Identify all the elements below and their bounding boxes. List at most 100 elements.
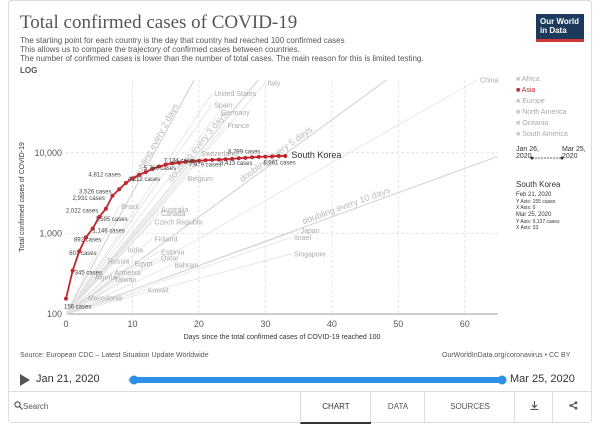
south-korea-line xyxy=(65,155,286,299)
x-tick-label: 40 xyxy=(327,319,337,329)
data-point xyxy=(117,187,122,192)
country-line xyxy=(65,236,293,315)
data-label: 4,212 cases xyxy=(128,177,160,183)
data-point xyxy=(210,157,215,162)
doubling-line xyxy=(65,79,195,315)
data-point xyxy=(137,172,142,177)
country-line xyxy=(65,249,127,315)
data-point xyxy=(283,153,288,158)
legend-item-north-america[interactable]: ■ North America xyxy=(516,109,567,116)
owid-logo[interactable]: Our World in Data xyxy=(536,14,584,42)
data-point xyxy=(196,158,201,163)
scale-toggle[interactable]: LOG xyxy=(20,66,38,75)
data-point xyxy=(83,235,88,240)
legend-item-south-america[interactable]: ■ South America xyxy=(516,131,568,138)
data-point xyxy=(203,158,208,163)
data-point xyxy=(90,226,95,231)
data-point xyxy=(64,296,68,301)
country-label: Bahrain xyxy=(174,263,198,270)
data-point xyxy=(270,154,275,159)
info-date-1-y: Y Axis: 155 cases xyxy=(516,199,556,205)
country-line xyxy=(65,205,120,315)
x-tick-label: 0 xyxy=(63,319,68,329)
country-label: India xyxy=(128,248,143,255)
x-tick-label: 30 xyxy=(260,319,270,329)
data-point xyxy=(250,155,255,160)
data-point xyxy=(216,157,221,162)
download-button[interactable] xyxy=(514,392,553,422)
country-line xyxy=(65,208,160,315)
data-point xyxy=(276,153,281,158)
timeline: Jan 21, 2020 Mar 25, 2020 xyxy=(8,368,592,392)
data-point xyxy=(143,170,148,175)
data-label: 156 cases xyxy=(64,305,91,311)
country-label: Canada xyxy=(161,211,186,218)
country-label: Egypt xyxy=(134,261,152,268)
subtitle-line-1: The starting point for each country is t… xyxy=(20,36,345,45)
info-date-1-x: X Axis: 0 xyxy=(516,205,536,211)
x-tick-label: 20 xyxy=(194,319,204,329)
data-point xyxy=(123,181,128,186)
country-line xyxy=(65,257,160,315)
data-point xyxy=(150,167,155,172)
country-label: Kuwait xyxy=(148,288,169,295)
legend: ■ Africa ■ Asia ■ Europe ■ North America… xyxy=(516,76,568,142)
data-point xyxy=(176,160,181,165)
country-line xyxy=(65,82,266,315)
legend-item-africa[interactable]: ■ Africa xyxy=(516,76,540,83)
info-country: South Korea xyxy=(516,180,561,189)
data-point xyxy=(110,193,115,198)
data-point xyxy=(263,154,268,159)
data-point xyxy=(130,176,135,181)
source-url[interactable]: OurWorldInData.org/coronavirus • CC BY xyxy=(442,352,571,359)
country-label: Czech Republic xyxy=(154,220,204,227)
data-point xyxy=(190,159,195,164)
country-label: Israel xyxy=(294,235,312,242)
legend-item-asia[interactable]: ■ Asia xyxy=(516,87,536,94)
chart-frame xyxy=(8,0,592,423)
country-line xyxy=(65,276,93,315)
country-line xyxy=(65,278,113,315)
country-line xyxy=(65,253,293,315)
x-tick-label: 50 xyxy=(393,319,403,329)
country-line xyxy=(65,124,226,315)
country-label: Armenia xyxy=(115,270,141,277)
country-line xyxy=(65,92,213,315)
data-point xyxy=(103,206,108,211)
play-icon[interactable] xyxy=(20,374,30,386)
data-label: 601 cases xyxy=(69,251,96,257)
country-line xyxy=(65,271,113,315)
timeline-start-handle[interactable] xyxy=(129,375,139,385)
tab-chart[interactable]: CHART xyxy=(300,392,371,424)
data-point xyxy=(163,162,168,167)
timeline-end-label: Mar 25, 2020 xyxy=(510,373,575,385)
doubling-line-label: doubling every 10 days xyxy=(301,185,392,226)
data-label: 8,961 cases xyxy=(263,161,295,167)
search-label: Search xyxy=(23,402,49,411)
share-button[interactable] xyxy=(552,392,593,422)
country-label: Finland xyxy=(154,236,177,243)
legend-item-europe[interactable]: ■ Europe xyxy=(516,98,545,105)
tab-sources[interactable]: SOURCES xyxy=(424,392,515,422)
country-label: Japan xyxy=(301,228,320,235)
data-label: 7,134 cases xyxy=(164,159,196,165)
logo-line-2: in Data xyxy=(540,26,567,35)
country-label: Singapore xyxy=(294,252,326,259)
search-button[interactable]: Search xyxy=(14,392,48,422)
tab-data[interactable]: DATA xyxy=(370,392,425,422)
country-label: Macedonia xyxy=(88,296,122,303)
data-label: 892 cases xyxy=(74,237,101,243)
country-label: Germany xyxy=(221,110,250,117)
timeline-start-label: Jan 21, 2020 xyxy=(36,373,100,385)
data-label: 4,812 cases xyxy=(88,172,120,178)
country-label: Italy xyxy=(267,81,280,88)
y-tick-label: 10,000 xyxy=(34,148,62,158)
doubling-line-label: doubling every 3 days xyxy=(166,109,230,183)
timeline-end-handle[interactable] xyxy=(497,375,507,385)
legend-item-oceania[interactable]: ■ Oceania xyxy=(516,120,549,127)
data-point xyxy=(70,268,75,273)
data-point xyxy=(243,155,248,160)
data-label: 2,022 cases xyxy=(66,209,98,215)
country-label: Belgium xyxy=(188,176,213,183)
data-label: 3,526 cases xyxy=(79,189,111,195)
